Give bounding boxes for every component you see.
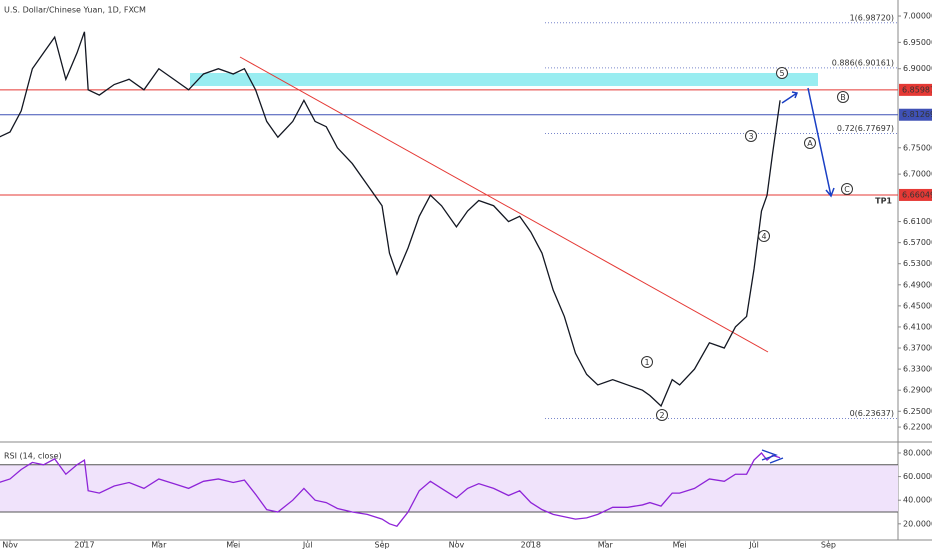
chart-title: U.S. Dollar/Chinese Yuan, 1D, FXCM [4,6,146,15]
y-tick-label: 6.75000 [903,143,932,152]
y-tick-label: 6.90000 [903,64,932,73]
resistance-zone [190,73,818,86]
fib-label: 0.72(6.77697) [837,124,894,133]
wave-label: C [844,185,850,194]
x-tick-label: Jul [748,541,759,550]
wave-marker [841,183,853,195]
price-level-label: 6.81269 [902,110,932,119]
wave-label: 3 [748,132,753,141]
y-tick-label: 6.37000 [903,344,932,353]
y-tick-label: 6.25000 [903,407,932,416]
wave-marker [776,67,788,79]
series-line [0,31,781,408]
fib-label: 1(6.98720) [850,13,894,22]
x-tick-label: Sep [821,541,836,550]
y-tick-label: 7.00000 [903,12,932,21]
wave-marker [745,130,757,142]
wave-label: 2 [659,411,664,420]
wave-marker [837,91,849,103]
wave-label: 1 [644,358,649,367]
projection-arrow [781,91,799,104]
wave-marker [656,409,668,421]
rsi-y-tick-label: 80.0000 [903,448,932,457]
wave-marker [758,230,770,242]
wave-marker [804,137,816,149]
y-tick-label: 6.95000 [903,38,932,47]
series-line [0,452,781,527]
rsi-y-tick-label: 40.0000 [903,496,932,505]
rsi-arrow [761,449,784,464]
wave-marker [641,356,653,368]
y-tick-label: 6.41000 [903,322,932,331]
price-level-tag [899,188,932,201]
price-level-tag [899,83,932,96]
x-tick-label: Jul [302,541,313,550]
rsi-title: RSI (14, close) [4,452,62,461]
x-tick-label: Mei [673,541,687,550]
x-tick-label: Nov [449,541,465,550]
y-tick-label: 6.49000 [903,280,932,289]
y-tick-label: 6.53000 [903,259,932,268]
price-level-label: 6.85987 [902,85,932,94]
y-tick-label: 6.29000 [903,386,932,395]
x-tick-label: Sep [375,541,390,550]
target-label: TP1 [875,196,892,205]
x-tick-label: Mar [151,541,167,550]
y-tick-label: 6.61000 [903,217,932,226]
rsi-band [0,464,898,513]
projection-arrow [807,87,835,198]
trendline [239,56,769,353]
price-level-label: 6.66049 [902,190,932,199]
rsi-y-tick-label: 60.0000 [903,472,932,481]
wave-label: B [840,93,846,102]
x-tick-label: Mei [226,541,240,550]
wave-label: 4 [761,232,766,241]
y-tick-label: 6.22000 [903,423,932,432]
wave-label: 5 [779,69,784,78]
x-tick-label: 2017 [74,541,94,550]
rsi-y-tick-label: 20.0000 [903,519,932,528]
price-level-tag [899,108,932,121]
x-tick-label: Nov [2,541,18,550]
y-tick-label: 6.45000 [903,301,932,310]
y-tick-label: 6.70000 [903,170,932,179]
x-tick-label: Mar [598,541,614,550]
y-tick-label: 6.33000 [903,365,932,374]
y-tick-label: 6.57000 [903,238,932,247]
fib-label: 0.886(6.90161) [832,58,894,67]
wave-label: A [807,139,813,148]
fib-label: 0(6.23637) [850,409,894,418]
x-tick-label: 2018 [521,541,541,550]
